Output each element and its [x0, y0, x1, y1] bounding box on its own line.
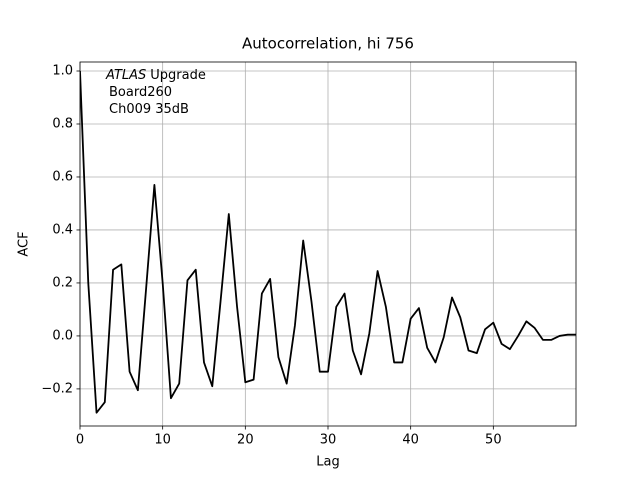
annotation: ATLAS Upgrade Board260 Ch009 35dB [105, 68, 206, 117]
annotation-line: Ch009 35dB [109, 102, 189, 117]
x-tick-label: 10 [154, 433, 171, 448]
x-tick-label: 30 [320, 433, 337, 448]
annotation-line: Board260 [109, 85, 172, 100]
x-tick-label: 20 [237, 433, 254, 448]
x-axis-label: Lag [316, 455, 339, 470]
y-tick-label: −0.2 [41, 381, 73, 396]
y-tick-label: 0.0 [52, 328, 73, 343]
y-tick-label: 1.0 [52, 64, 73, 79]
acf-line [80, 70, 576, 414]
y-tick-label: 0.6 [52, 169, 73, 184]
plot-area [80, 70, 576, 414]
y-tick-label: 0.4 [52, 222, 73, 237]
y-axis-label: ACF [17, 231, 32, 256]
annotation-line: Upgrade [150, 68, 206, 83]
y-tick-label: 0.8 [52, 116, 73, 131]
x-tick-label: 50 [485, 433, 502, 448]
axes-frame [79, 61, 577, 427]
x-tick-label: 40 [402, 433, 419, 448]
y-tick-label: 0.2 [52, 275, 73, 290]
annotation-emphasis: ATLAS [105, 68, 146, 83]
chart-title: Autocorrelation, hi 756 [242, 35, 414, 53]
x-tick-label: 0 [76, 433, 84, 448]
